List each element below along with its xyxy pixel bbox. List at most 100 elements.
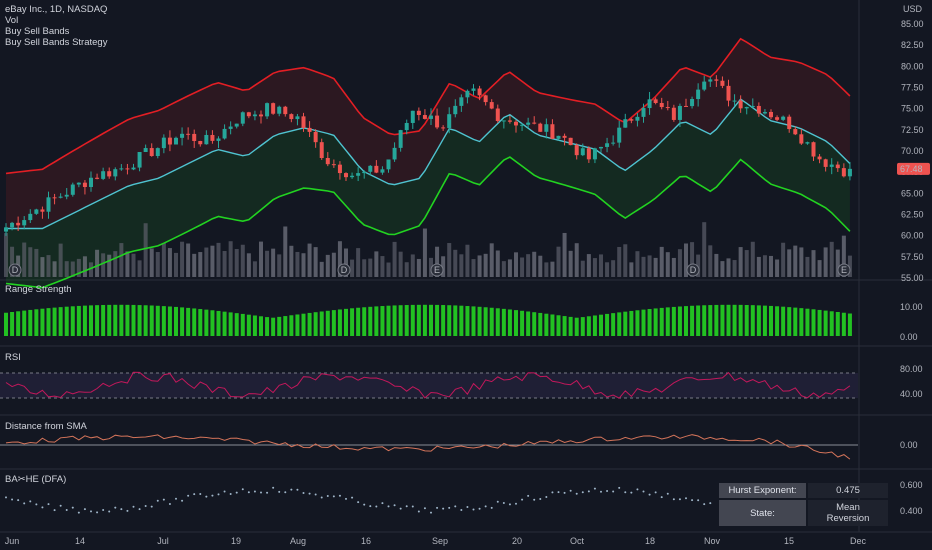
volume-bar (167, 248, 172, 277)
volume-bar (283, 226, 288, 277)
price-tick-label: 75.00 (901, 104, 924, 114)
volume-bar (4, 233, 8, 277)
event-marker: E (430, 263, 444, 277)
range-strength-bar (319, 311, 324, 336)
volume-bar (337, 241, 342, 277)
candle-body (234, 123, 239, 127)
volume-bar (495, 250, 500, 277)
hurst-dot (71, 506, 74, 509)
hurst-dot (181, 499, 184, 502)
volume-bar (34, 248, 39, 277)
candle-body (337, 164, 342, 174)
candle-body (429, 115, 433, 119)
volume-bar (271, 248, 276, 277)
candle-body (762, 111, 767, 114)
volume-bar (726, 258, 731, 277)
candle-body (416, 110, 421, 116)
candle-body (835, 164, 840, 169)
range-strength-bar (155, 305, 160, 336)
volume-bar (514, 252, 518, 277)
volume-bar (459, 254, 464, 277)
volume-bar (629, 262, 634, 277)
hurst-dot (436, 506, 439, 509)
range-strength-bar (52, 307, 57, 336)
distance-title[interactable]: Distance from SMA (5, 421, 87, 432)
range-strength-bar (441, 305, 446, 336)
volume-bar (556, 246, 561, 277)
hurst-dot (284, 491, 287, 494)
range-strength-bar (186, 307, 191, 336)
candle-body (684, 105, 688, 107)
range-strength-bar (762, 305, 767, 336)
volume-bar (22, 242, 27, 277)
candle-body (489, 102, 494, 109)
hurst-dot (241, 488, 244, 491)
candle-body (198, 140, 203, 145)
volume-bar (113, 251, 118, 277)
rsi-title[interactable]: RSI (5, 352, 21, 363)
candle-body (350, 175, 355, 178)
hurst-dot (685, 497, 687, 500)
hurst-dot (502, 501, 505, 504)
range-strength-bar (301, 313, 306, 336)
volume-bar (331, 252, 336, 277)
hurst-title[interactable]: BA✂HE (DFA) (5, 474, 67, 485)
upper-band-line (5, 37, 851, 175)
hurst-dot (59, 504, 62, 507)
volume-bar (605, 262, 610, 277)
range-strength-bar (107, 304, 112, 336)
candle-body (732, 100, 737, 102)
candle-body (404, 122, 409, 131)
range-strength-bar (696, 305, 701, 336)
range-strength-bar (289, 315, 294, 336)
hurst-dot (442, 507, 445, 510)
candle-body (113, 169, 118, 177)
range-strength-bar (4, 312, 8, 336)
legend-strategy[interactable]: Buy Sell Bands Strategy (5, 37, 108, 48)
volume-bar (143, 223, 148, 277)
legend-vol[interactable]: Vol (5, 15, 19, 26)
candle-body (155, 148, 160, 157)
candle-body (592, 148, 597, 160)
hurst-dot (138, 508, 141, 511)
candle-body (750, 105, 755, 108)
range-strength-bar (95, 305, 100, 336)
candle-body (532, 122, 537, 124)
lower-band-line (5, 156, 851, 289)
range-strength-bar (58, 307, 63, 336)
hurst-dot (490, 506, 493, 509)
candle-body (398, 130, 403, 148)
range-strength-bar (307, 312, 312, 336)
candle-body (22, 220, 27, 226)
volume-bar (750, 241, 755, 277)
hurst-dot (332, 495, 335, 498)
hurst-info-table: Hurst Exponent: 0.475 State: Mean Revers… (717, 481, 890, 528)
volume-bar (787, 249, 792, 277)
volume-bar (544, 262, 549, 277)
volume-bar (149, 248, 154, 277)
volume-bar (137, 260, 142, 277)
legend-bands[interactable]: Buy Sell Bands (5, 26, 70, 37)
volume-bar (775, 259, 780, 277)
candle-body (817, 156, 822, 160)
candle-body (453, 105, 458, 115)
hurst-dot (23, 502, 26, 505)
candle-body (629, 119, 634, 121)
hurst-dot (672, 498, 675, 501)
volume-bar (398, 251, 403, 277)
event-marker: D (686, 263, 700, 277)
range-strength-bar (40, 308, 45, 336)
volume-bar (635, 251, 640, 277)
hurst-dot (235, 491, 238, 494)
hurst-dot (314, 493, 317, 496)
symbol-title[interactable]: eBay Inc., 1D, NASDAQ (5, 4, 108, 15)
candle-body (64, 194, 69, 197)
hurst-dot (205, 495, 208, 498)
upper-band-fill (6, 38, 850, 229)
event-marker: D (8, 263, 22, 277)
range-strength-title[interactable]: Range Strength (5, 284, 72, 295)
candle-body (34, 209, 39, 214)
volume-bar (677, 249, 682, 277)
candle-body (386, 159, 391, 170)
